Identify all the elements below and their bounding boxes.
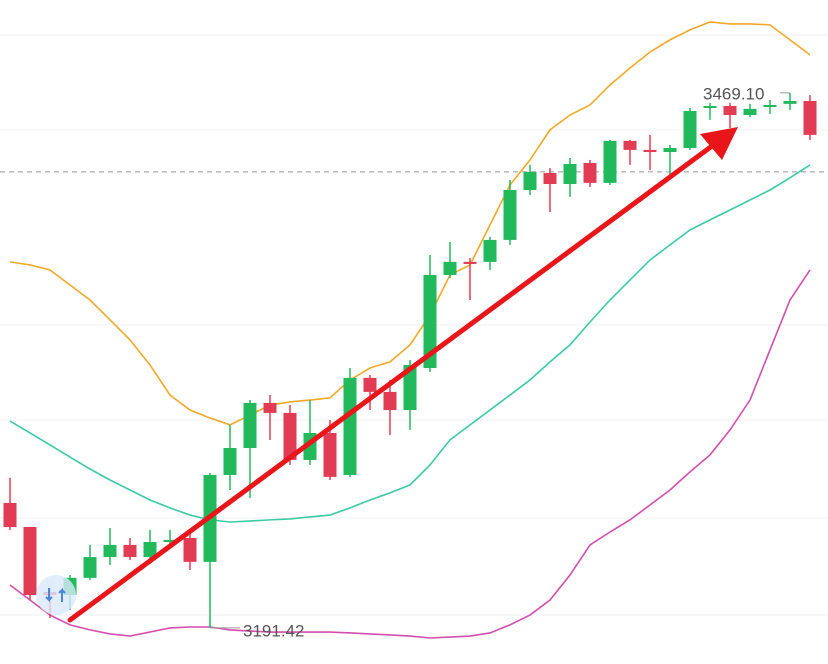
candle-body [183,537,197,562]
grid [0,34,828,616]
candle-body [623,140,637,150]
candle-body [423,274,437,369]
candle-body [403,364,417,411]
candle-body [223,447,237,475]
candle-body [723,105,737,116]
candle-body [583,163,597,183]
candle-body [263,402,277,413]
candle-body [163,539,177,543]
candle-body [783,100,797,104]
candle-body [23,526,37,596]
candle-body [323,432,337,477]
band-line [9,269,811,639]
candle-body [243,402,257,448]
candle-body [383,391,397,411]
candle-body [363,377,377,392]
band-line [9,21,811,426]
candle-body [643,149,657,153]
candle-body [663,147,677,153]
candle-body [763,105,777,108]
candle-body [563,163,577,185]
max-label: 3469.10 [703,84,764,103]
arrow-head [700,127,738,160]
candle-body [603,140,617,183]
min-label: 3191.42 [243,621,304,640]
candle-body [743,108,757,116]
candle-body [543,173,557,185]
candle-body [683,110,697,148]
candle-body [123,544,137,558]
candle-body [443,261,457,275]
trend-arrow [67,127,738,623]
candle-body [803,100,817,135]
candle-body [523,171,537,190]
icon-bg [36,575,76,615]
candle-body [103,544,117,558]
marker-icon[interactable] [36,575,76,615]
candle-body [3,502,17,527]
candle-body [83,557,97,578]
band-line [9,164,811,523]
candle-body [483,239,497,262]
candle-body [143,542,157,558]
candle-body [503,189,517,240]
candle-body [703,105,717,108]
icon-arrows [45,587,66,603]
candle-body [463,261,477,264]
arrow-shaft [67,143,715,623]
candle-body [283,412,297,460]
candle-body [343,377,357,475]
